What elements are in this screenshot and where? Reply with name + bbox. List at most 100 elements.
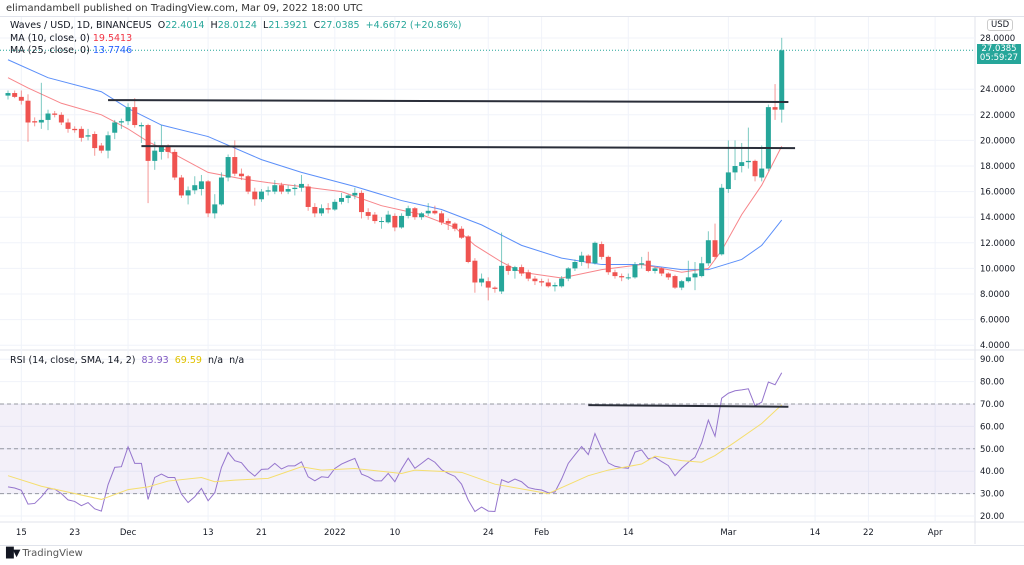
- candle-down[interactable]: [672, 276, 678, 288]
- candle-down[interactable]: [532, 278, 538, 282]
- candle-down[interactable]: [72, 128, 78, 131]
- candle-up[interactable]: [679, 281, 685, 288]
- rsi-legend[interactable]: RSI (14, close, SMA, 14, 2) 83.93 69.59 …: [10, 355, 244, 366]
- candle-up[interactable]: [345, 195, 351, 198]
- candle-up[interactable]: [565, 268, 571, 279]
- candle-down[interactable]: [92, 134, 98, 149]
- candle-up[interactable]: [185, 190, 191, 196]
- candle-up[interactable]: [225, 157, 231, 178]
- candle-down[interactable]: [465, 236, 471, 262]
- candle-down[interactable]: [78, 128, 84, 138]
- candle-up[interactable]: [579, 255, 585, 262]
- candle-up[interactable]: [45, 113, 51, 120]
- candle-down[interactable]: [132, 107, 138, 126]
- currency-button[interactable]: USD: [987, 19, 1014, 31]
- candle-up[interactable]: [405, 208, 411, 216]
- candle-up[interactable]: [5, 93, 11, 96]
- candle-up[interactable]: [152, 150, 158, 161]
- candle-down[interactable]: [325, 208, 331, 210]
- candle-up[interactable]: [592, 242, 598, 264]
- ma25-legend[interactable]: MA (25, close, 0) 13.7746: [10, 45, 132, 56]
- candle-up[interactable]: [218, 177, 224, 205]
- candle-up[interactable]: [38, 119, 44, 123]
- candle-up[interactable]: [732, 166, 738, 173]
- brand-name[interactable]: TradingView: [22, 548, 83, 559]
- candle-up[interactable]: [385, 214, 391, 223]
- candle-up[interactable]: [292, 187, 298, 190]
- candle-up[interactable]: [298, 183, 304, 188]
- candle-up[interactable]: [352, 192, 358, 196]
- candle-down[interactable]: [599, 244, 605, 257]
- trend-line-drawing[interactable]: [141, 145, 796, 150]
- candle-up[interactable]: [765, 107, 771, 169]
- candle-up[interactable]: [632, 264, 638, 278]
- candle-up[interactable]: [559, 278, 565, 287]
- candle-down[interactable]: [372, 214, 378, 222]
- candle-down[interactable]: [612, 272, 618, 277]
- candle-up[interactable]: [759, 168, 765, 178]
- candle-up[interactable]: [379, 221, 385, 223]
- candle-down[interactable]: [65, 122, 71, 129]
- candle-down[interactable]: [98, 145, 104, 151]
- candle-up[interactable]: [318, 208, 324, 214]
- candle-up[interactable]: [285, 189, 291, 192]
- candle-up[interactable]: [705, 240, 711, 264]
- candle-down[interactable]: [238, 173, 244, 177]
- candle-down[interactable]: [772, 107, 778, 110]
- candle-down[interactable]: [205, 181, 211, 214]
- candle-down[interactable]: [165, 146, 171, 152]
- candle-up[interactable]: [739, 162, 745, 166]
- candle-up[interactable]: [258, 191, 264, 200]
- candle-up[interactable]: [552, 285, 558, 287]
- candle-down[interactable]: [232, 157, 238, 174]
- candle-up[interactable]: [692, 273, 698, 278]
- candle-down[interactable]: [392, 215, 398, 228]
- candle-up[interactable]: [719, 187, 725, 255]
- candle-up[interactable]: [399, 215, 405, 228]
- candle-down[interactable]: [659, 268, 665, 274]
- candle-up[interactable]: [272, 185, 278, 192]
- candle-up[interactable]: [699, 263, 705, 277]
- candle-down[interactable]: [492, 287, 498, 289]
- candle-up[interactable]: [779, 50, 785, 110]
- ma10-legend[interactable]: MA (10, close, 0) 19.5413: [10, 33, 132, 44]
- candle-up[interactable]: [339, 198, 344, 202]
- candle-down[interactable]: [18, 96, 24, 101]
- candle-up[interactable]: [425, 210, 431, 214]
- candle-down[interactable]: [485, 281, 491, 288]
- candle-down[interactable]: [305, 186, 311, 207]
- trend-line-drawing[interactable]: [588, 404, 789, 408]
- candle-up[interactable]: [512, 267, 518, 271]
- candle-up[interactable]: [212, 204, 218, 214]
- candle-up[interactable]: [572, 262, 578, 269]
- candle-up[interactable]: [419, 213, 425, 218]
- candle-down[interactable]: [459, 228, 465, 238]
- candle-down[interactable]: [12, 93, 18, 97]
- candle-down[interactable]: [752, 160, 758, 177]
- candle-up[interactable]: [265, 190, 271, 192]
- candle-down[interactable]: [452, 223, 458, 229]
- candle-down[interactable]: [278, 185, 284, 192]
- candle-up[interactable]: [125, 107, 131, 122]
- candle-down[interactable]: [525, 272, 531, 279]
- candle-down[interactable]: [32, 121, 38, 123]
- candle-up[interactable]: [138, 125, 144, 127]
- candle-up[interactable]: [198, 181, 204, 190]
- candle-down[interactable]: [359, 192, 365, 213]
- candle-up[interactable]: [499, 265, 505, 292]
- candle-down[interactable]: [472, 260, 478, 283]
- candle-down[interactable]: [25, 100, 31, 123]
- candle-down[interactable]: [58, 114, 64, 123]
- trend-line-drawing[interactable]: [108, 99, 789, 103]
- symbol-name[interactable]: Waves / USD, 1D, BINANCEUS: [10, 20, 152, 31]
- candle-down[interactable]: [712, 240, 718, 257]
- candle-up[interactable]: [105, 135, 111, 151]
- candle-down[interactable]: [605, 256, 611, 273]
- candle-down[interactable]: [365, 212, 371, 216]
- candle-down[interactable]: [172, 151, 178, 178]
- candle-down[interactable]: [312, 206, 318, 214]
- candle-down[interactable]: [665, 273, 671, 278]
- candle-up[interactable]: [192, 185, 198, 191]
- candle-down[interactable]: [585, 255, 591, 264]
